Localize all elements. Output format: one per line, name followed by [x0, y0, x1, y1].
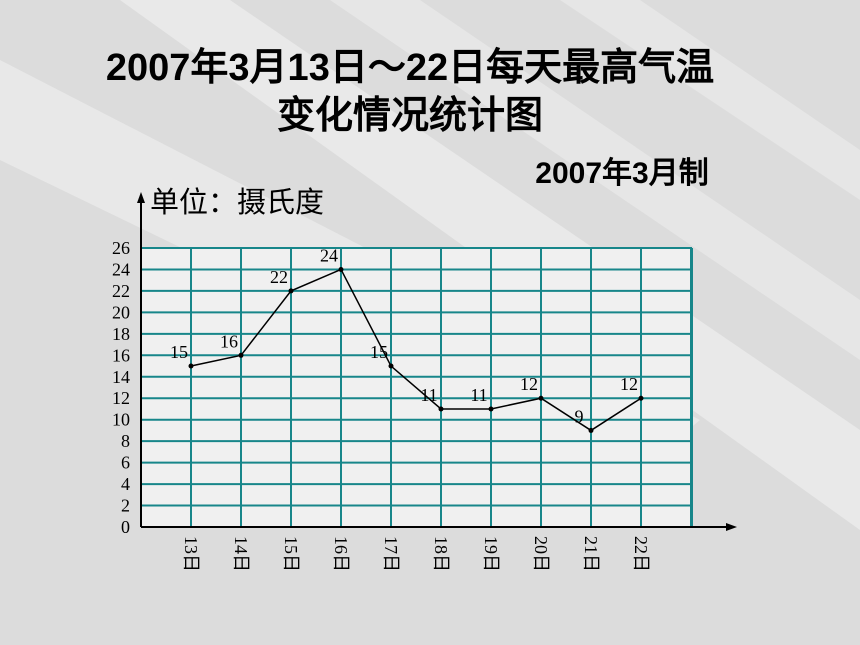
data-point	[488, 406, 494, 412]
y-tick-label: 20	[112, 302, 130, 322]
data-point	[238, 352, 244, 358]
data-point	[538, 395, 544, 401]
y-tick-label: 12	[112, 388, 130, 408]
x-tick-label: 19日	[481, 536, 501, 572]
data-label: 12	[520, 374, 538, 394]
data-line	[190, 268, 642, 432]
y-tick-label: 18	[112, 324, 130, 344]
data-point	[188, 363, 194, 369]
y-tick-label: 14	[112, 367, 130, 387]
data-point	[588, 427, 594, 433]
y-tick-label: 8	[121, 431, 130, 451]
stripe	[560, 0, 860, 200]
y-tick-label: 6	[121, 453, 130, 473]
data-point	[638, 395, 644, 401]
data-point	[288, 288, 294, 294]
data-label: 16	[220, 331, 238, 351]
data-point	[338, 266, 344, 272]
data-point	[438, 406, 444, 412]
x-tick-label: 22日	[631, 536, 651, 572]
y-tick-label: 0	[121, 517, 130, 537]
y-tick-label: 24	[112, 259, 130, 279]
x-tick-label: 21日	[581, 536, 601, 572]
x-tick-label: 16日	[331, 536, 351, 572]
data-label: 24	[320, 245, 338, 265]
data-point	[388, 363, 394, 369]
y-tick-label: 4	[121, 474, 130, 494]
x-axis-arrow	[726, 523, 737, 531]
x-tick-label: 15日	[281, 536, 301, 572]
data-label: 11	[420, 385, 437, 405]
x-tick-label: 13日	[181, 536, 201, 572]
data-label: 15	[170, 342, 188, 362]
y-tick-label: 16	[112, 345, 130, 365]
data-label: 9	[575, 406, 584, 426]
y-axis-arrow	[137, 192, 145, 203]
y-tick-label: 2	[121, 496, 130, 516]
data-label: 12	[620, 374, 638, 394]
x-tick-label: 14日	[231, 536, 251, 572]
x-tick-label: 17日	[381, 536, 401, 572]
data-label: 22	[270, 267, 288, 287]
y-tick-label: 10	[112, 410, 130, 430]
x-tick-label: 18日	[431, 536, 451, 572]
subtitle: 2007年3月制	[535, 157, 708, 190]
chart-title: 2007年3月13日～22日每天最高气温	[106, 47, 714, 89]
data-label: 11	[470, 385, 487, 405]
chart-title: 变化情况统计图	[277, 95, 543, 137]
stripe	[330, 0, 860, 360]
y-tick-label: 22	[112, 281, 130, 301]
x-tick-label: 20日	[531, 536, 551, 572]
y-tick-label: 26	[112, 238, 130, 258]
y-axis-label: 单位：摄氏度	[150, 186, 324, 219]
data-label: 15	[370, 342, 388, 362]
